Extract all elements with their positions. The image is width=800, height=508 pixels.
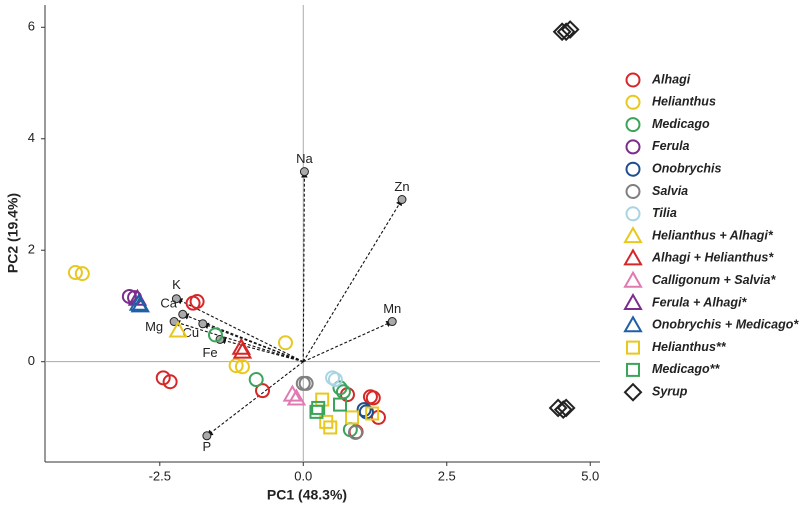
point: [234, 359, 250, 375]
point: [255, 383, 271, 399]
point: [282, 384, 303, 402]
legend-label: Alhagi + Helianthus*: [651, 251, 774, 265]
legend-marker: [625, 184, 641, 199]
legend-label: Salvia: [652, 184, 688, 198]
loading-label: Mn: [383, 301, 401, 316]
point: [67, 265, 83, 281]
point: [228, 358, 244, 374]
legend-marker: [623, 226, 643, 244]
loading-point: [202, 431, 212, 441]
point: [248, 372, 264, 388]
legend-label: Medicago: [652, 117, 710, 131]
legend-label: Alhagi: [651, 72, 691, 86]
point: [333, 397, 348, 412]
loading-point: [387, 317, 397, 327]
point: [556, 22, 576, 42]
loading-label: Zn: [394, 179, 409, 194]
legend-label: Onobrychis: [652, 161, 722, 175]
point: [311, 400, 326, 415]
legend-label: Ferula + Alhagi*: [652, 295, 747, 309]
point: [348, 424, 364, 440]
legend-marker: [623, 248, 643, 266]
point: [286, 388, 307, 406]
legend-marker: [625, 139, 641, 155]
point: [552, 22, 572, 42]
point: [332, 380, 348, 396]
legend-marker: [623, 382, 643, 402]
legend-marker: [625, 72, 641, 88]
legend-marker: [625, 161, 641, 177]
legend-label: Ferula: [652, 139, 690, 153]
point: [345, 410, 360, 425]
loading-arrow: [202, 322, 304, 363]
loading-point: [299, 167, 309, 177]
point: [365, 390, 381, 406]
x-axis-title: PC1 (48.3%): [267, 487, 347, 503]
point: [560, 20, 580, 39]
loading-arrow: [302, 198, 403, 362]
point: [298, 375, 314, 391]
loading-label: Fe: [202, 345, 217, 360]
loading-arrow: [301, 170, 308, 362]
point: [162, 374, 178, 390]
legend-label: Helianthus**: [652, 340, 727, 354]
y-tick-label: 4: [28, 130, 35, 145]
point: [232, 341, 253, 359]
point: [74, 266, 90, 282]
y-axis-title: PC2 (19.4%): [5, 193, 21, 273]
point: [309, 404, 324, 419]
legend-label: Medicago**: [652, 362, 721, 376]
legend-marker: [623, 270, 643, 288]
legend-label: Helianthus: [652, 95, 716, 109]
loading-label: P: [203, 439, 212, 454]
point: [315, 392, 330, 407]
x-tick-label: -2.5: [149, 468, 171, 483]
legend-label: Onobrychis + Medicago*: [652, 318, 799, 332]
point: [323, 420, 338, 435]
legend-label: Tilia: [652, 206, 677, 220]
point: [130, 295, 150, 313]
point: [185, 295, 201, 311]
loading-arrow: [303, 320, 393, 363]
legend-label: Calligonum + Salvia*: [652, 273, 776, 287]
legend-marker: [625, 206, 641, 222]
legend-marker: [625, 94, 641, 110]
loading-label: K: [172, 277, 181, 292]
point: [365, 406, 380, 421]
point: [548, 398, 568, 418]
loading-point: [397, 195, 407, 205]
legend-marker: [626, 362, 640, 377]
loading-label: Mg: [145, 319, 163, 334]
loading-point: [198, 319, 208, 329]
loading-point: [171, 294, 181, 304]
legend-marker: [623, 315, 643, 333]
legend-label: Syrup: [652, 384, 688, 398]
point: [207, 327, 223, 343]
legend-marker: [623, 292, 643, 310]
loading-arrow: [219, 337, 304, 363]
point: [327, 372, 343, 388]
legend-marker: [625, 117, 641, 133]
legend-marker: [626, 340, 640, 355]
point: [168, 320, 188, 338]
x-tick-label: 0.0: [294, 468, 312, 483]
loading-arrow: [175, 298, 304, 363]
x-tick-label: 2.5: [438, 468, 456, 483]
loading-label: Ca: [160, 296, 177, 311]
loading-arrow: [206, 361, 304, 437]
loading-arrow: [173, 320, 304, 363]
legend-label: Helianthus + Alhagi*: [652, 228, 774, 242]
loading-point: [178, 309, 188, 319]
point: [277, 335, 293, 351]
point: [556, 398, 576, 418]
loading-label: Na: [296, 151, 313, 166]
y-tick-label: 2: [28, 242, 35, 257]
y-tick-label: 6: [28, 19, 35, 34]
y-tick-label: 0: [28, 353, 35, 368]
x-tick-label: 5.0: [581, 468, 599, 483]
point: [335, 384, 351, 400]
point: [356, 402, 372, 418]
